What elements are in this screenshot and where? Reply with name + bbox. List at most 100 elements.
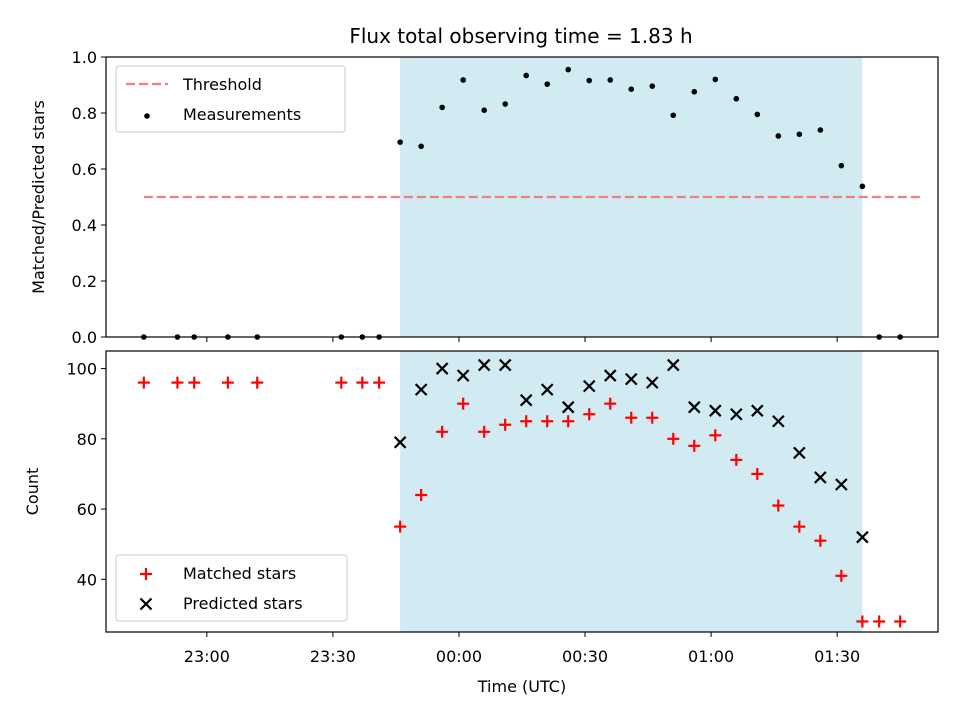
cross-b: [624, 372, 638, 386]
predicted-star-point: [751, 404, 764, 417]
measurement-point: [670, 112, 677, 119]
measurement-point: [796, 131, 803, 138]
matched-star-point: [335, 376, 348, 389]
matched-star-point: [541, 415, 554, 428]
y-tick-label: 0.8: [72, 104, 97, 123]
measurement-points: [141, 66, 903, 340]
matched-star-point: [520, 415, 533, 428]
measurement-point: [481, 107, 487, 113]
matched-star-point: [415, 489, 428, 502]
chart-title: Flux total observing time = 1.83 h: [349, 24, 692, 48]
predicted-star-point: [835, 478, 848, 491]
matched-star-point: [772, 499, 785, 512]
predicted-star-point: [856, 530, 869, 544]
cross-b: [645, 376, 659, 389]
predicted-star-point: [730, 407, 743, 421]
cross-b: [582, 379, 596, 393]
measurement-point: [817, 127, 824, 133]
measurement-point: [586, 77, 593, 84]
matched-star-point: [251, 376, 264, 389]
measurement-point: [733, 95, 740, 102]
matched-star-point: [667, 432, 680, 445]
measurement-point: [523, 72, 530, 79]
predicted-star-point: [793, 446, 806, 460]
x-tick-label: 00:30: [562, 647, 608, 666]
measurement-point: [775, 133, 782, 139]
matched-star-point: [688, 439, 701, 452]
measurement-point: [544, 81, 551, 87]
y-tick-label: 40: [77, 570, 97, 589]
cross-b: [561, 400, 575, 414]
y-tick-label: 0.2: [72, 272, 97, 291]
top-y-ticks: 0.0 0.2 0.4 0.6 0.8 1.0: [72, 48, 106, 347]
matched-star-point: [562, 415, 575, 428]
top-axes-frame: [105, 56, 939, 338]
matched-star-point: [894, 615, 907, 628]
cross-b: [540, 383, 554, 396]
cross-b: [688, 400, 701, 414]
cross-b: [772, 414, 785, 428]
measurement-point: [628, 86, 635, 92]
x-tick-label: 23:30: [310, 647, 356, 666]
matched-star-point: [436, 425, 449, 438]
y-tick-label: 60: [77, 500, 97, 519]
predicted-star-point: [477, 358, 491, 372]
top-legend-box: [115, 65, 346, 133]
x-axis-label: Time (UTC): [477, 677, 566, 696]
measurement-point: [712, 76, 719, 83]
x-tick-label: 01:30: [814, 647, 860, 666]
y-tick-label: 0.4: [72, 216, 97, 235]
matched-star-point: [646, 411, 659, 424]
matched-star-point: [583, 408, 596, 421]
measurement-point: [502, 101, 508, 107]
y-tick-label: 0.6: [72, 160, 97, 179]
cross-b: [603, 369, 617, 382]
predicted-star-point: [772, 414, 785, 428]
predicted-star-point: [414, 383, 428, 396]
predicted-star-point: [498, 358, 512, 372]
cross-b: [139, 597, 153, 611]
cross-b: [709, 404, 722, 417]
matched-star-point: [730, 453, 743, 466]
cross-b: [477, 358, 491, 372]
matched-star-point: [137, 376, 150, 389]
matched-star-point: [457, 397, 470, 410]
matched-star-point: [221, 376, 234, 389]
cross-b: [793, 446, 806, 460]
x-tick-label: 23:00: [184, 647, 230, 666]
predicted-star-point: [582, 379, 596, 393]
predicted-star-point: [645, 376, 659, 389]
matched-star-point: [793, 520, 806, 533]
matched-star-point: [873, 615, 886, 628]
legend-predicted-label: Predicted stars: [183, 594, 303, 613]
legend-predicted-swatch: [139, 597, 153, 611]
y-tick-label: 100: [66, 360, 97, 379]
legend-cross-marker: [139, 597, 153, 611]
matched-star-point: [188, 376, 201, 389]
predicted-star-point: [519, 393, 533, 407]
measurement-point: [565, 66, 572, 73]
bottom-y-axis-label: Count: [23, 468, 42, 516]
legend-threshold-label: Threshold: [182, 75, 262, 94]
matched-star-point: [499, 418, 512, 431]
top-panel: 0.0 0.2 0.4 0.6 0.8 1.0 Matched/Predicted sta…: [29, 48, 939, 347]
y-tick-label: 1.0: [72, 48, 97, 67]
measurement-point: [460, 77, 466, 83]
legend-matched-label: Matched stars: [183, 564, 296, 583]
observing-span-bottom: [400, 351, 863, 632]
legend-matched-swatch: [140, 568, 152, 580]
measurement-point: [607, 77, 614, 83]
measurement-point: [418, 143, 424, 150]
legend-measurements-swatch: [144, 113, 150, 119]
cross-b: [456, 369, 470, 382]
top-y-axis-label: Matched/Predicted stars: [29, 100, 48, 294]
matched-star-point: [394, 520, 407, 533]
predicted-star-point: [666, 358, 680, 372]
x-tick-label: 01:00: [688, 647, 734, 666]
predicted-star-point: [561, 400, 575, 414]
x-tick-label: 00:00: [436, 647, 482, 666]
matched-star-point: [171, 376, 184, 389]
cross-b: [498, 358, 512, 372]
matched-star-point: [814, 534, 827, 547]
predicted-star-point: [709, 404, 722, 417]
